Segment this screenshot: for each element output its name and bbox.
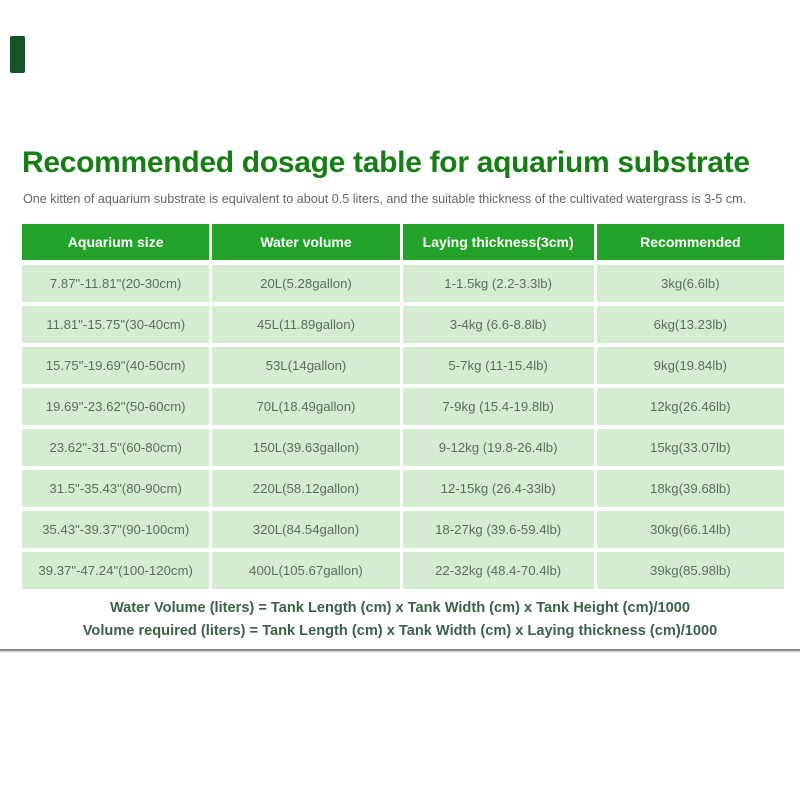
table-cell: 15.75"-19.69"(40-50cm) [22, 347, 210, 384]
table-cell: 220L(58.12gallon) [212, 470, 400, 507]
formula-water-volume: Water Volume (liters) = Tank Length (cm)… [109, 600, 691, 616]
column-header: Water volume [212, 224, 400, 260]
table-cell: 30kg(66.14lb) [596, 511, 784, 548]
table-cell: 7-9kg (15.4-19.8lb) [402, 388, 594, 425]
table-cell: 39.37"-47.24"(100-120cm) [22, 552, 210, 589]
table-cell: 3-4kg (6.6-8.8lb) [402, 306, 594, 343]
column-header: Recommended [596, 224, 784, 260]
table-cell: 5-7kg (11-15.4lb) [402, 347, 594, 384]
table-cell: 31.5"-35.43"(80-90cm) [22, 470, 210, 507]
table-cell: 9kg(19.84lb) [596, 347, 784, 384]
table-cell: 35.43"-39.37"(90-100cm) [22, 511, 210, 548]
table-cell: 6kg(13.23lb) [596, 306, 784, 343]
table-cell: 53L(14gallon) [212, 347, 400, 384]
table-cell: 400L(105.67gallon) [212, 552, 400, 589]
table-cell: 7.87"-11.81"(20-30cm) [22, 265, 210, 302]
table-cell: 45L(11.89gallon) [212, 306, 400, 343]
table-cell: 39kg(85.98lb) [596, 552, 784, 589]
table-cell: 12-15kg (26.4-33lb) [402, 470, 594, 507]
dosage-table: Aquarium size Water volume Laying thicknes… [22, 224, 784, 589]
table-cell: 18kg(39.68lb) [596, 470, 784, 507]
brand-mark [10, 36, 25, 73]
column-header: Aquarium size [22, 224, 210, 260]
table-cell: 150L(39.63gallon) [212, 429, 400, 466]
table-cell: 1-1.5kg (2.2-3.3lb) [402, 265, 594, 302]
table-cell: 3kg(6.6lb) [596, 265, 784, 302]
table-cell: 15kg(33.07lb) [596, 429, 784, 466]
bottom-divider [0, 649, 800, 651]
formula-footer: Water Volume (liters) = Tank Length (cm)… [0, 597, 800, 642]
table-cell: 12kg(26.46lb) [596, 388, 784, 425]
subtitle-note: One kitten of aquarium substrate is equi… [23, 192, 747, 206]
column-header: Laying thickness(3cm) [402, 224, 594, 260]
table-cell: 18-27kg (39.6-59.4lb) [402, 511, 594, 548]
table-cell: 22-32kg (48.4-70.4lb) [402, 552, 594, 589]
page-title: Recommended dosage table for aquarium su… [22, 146, 750, 179]
table-cell: 320L(84.54gallon) [212, 511, 400, 548]
table-cell: 19.69"-23.62"(50-60cm) [22, 388, 210, 425]
formula-volume-required: Volume required (liters) = Tank Length (… [82, 622, 718, 639]
table-cell: 11.81"-15.75"(30-40cm) [22, 306, 210, 343]
table-cell: 70L(18.49gallon) [212, 388, 400, 425]
table-cell: 23.62"-31.5"(60-80cm) [22, 429, 210, 466]
table-cell: 9-12kg (19.8-26.4lb) [402, 429, 594, 466]
table-cell: 20L(5.28gallon) [212, 265, 400, 302]
